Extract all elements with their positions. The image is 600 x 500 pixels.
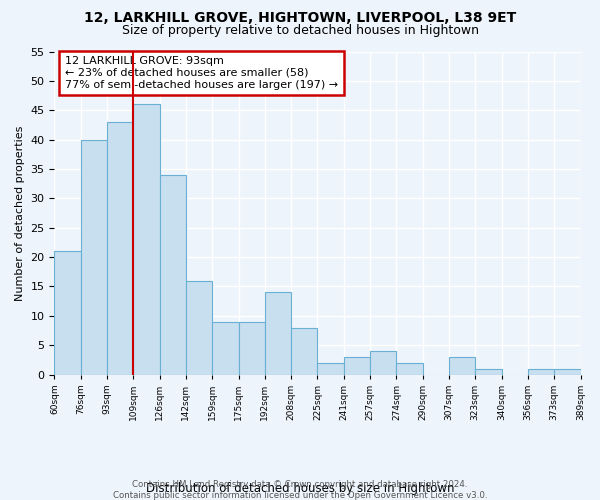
Bar xyxy=(317,363,344,374)
Text: 12 LARKHILL GROVE: 93sqm
← 23% of detached houses are smaller (58)
77% of semi-d: 12 LARKHILL GROVE: 93sqm ← 23% of detach… xyxy=(65,56,338,90)
Bar xyxy=(160,175,186,374)
Bar xyxy=(186,280,212,374)
Bar xyxy=(554,368,581,374)
Y-axis label: Number of detached properties: Number of detached properties xyxy=(15,126,25,300)
Text: 12, LARKHILL GROVE, HIGHTOWN, LIVERPOOL, L38 9ET: 12, LARKHILL GROVE, HIGHTOWN, LIVERPOOL,… xyxy=(84,12,516,26)
Bar xyxy=(133,104,160,374)
Bar xyxy=(344,357,370,374)
Bar xyxy=(475,368,502,374)
Bar xyxy=(107,122,133,374)
Bar xyxy=(449,357,475,374)
Bar xyxy=(212,322,239,374)
Bar xyxy=(397,363,422,374)
Bar xyxy=(55,251,81,374)
Bar xyxy=(239,322,265,374)
Text: Size of property relative to detached houses in Hightown: Size of property relative to detached ho… xyxy=(121,24,479,37)
Bar xyxy=(81,140,107,374)
Bar xyxy=(370,351,397,374)
Bar xyxy=(528,368,554,374)
Bar xyxy=(265,292,291,374)
Bar xyxy=(291,328,317,374)
Text: Distribution of detached houses by size in Hightown: Distribution of detached houses by size … xyxy=(146,482,454,495)
Text: Contains HM Land Registry data © Crown copyright and database right 2024.
Contai: Contains HM Land Registry data © Crown c… xyxy=(113,480,487,500)
